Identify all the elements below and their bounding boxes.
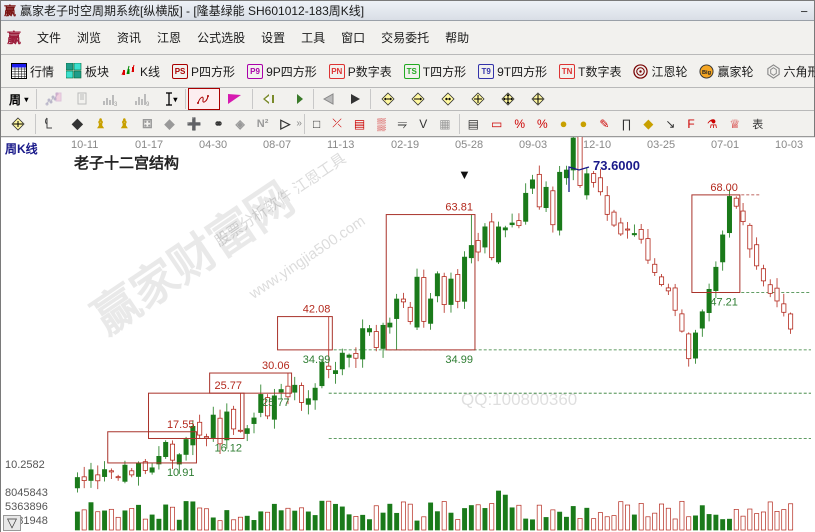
svg-text:3: 3 [114,102,118,107]
svg-text:Big: Big [702,69,712,75]
svg-text:9: 9 [146,102,150,107]
